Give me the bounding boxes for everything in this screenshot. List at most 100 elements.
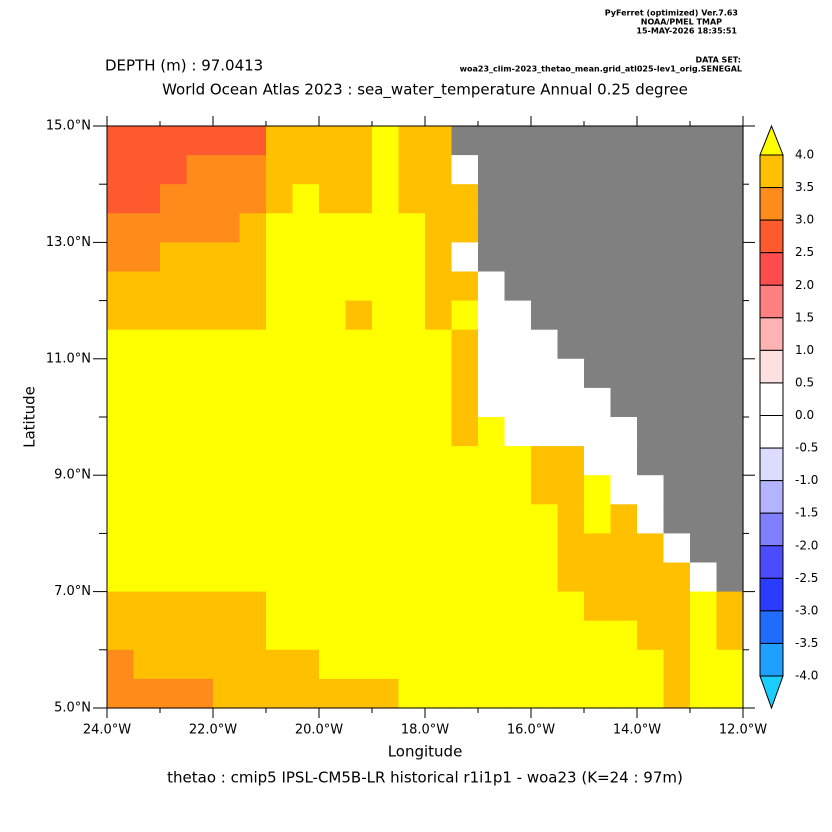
- cell: [319, 184, 347, 214]
- cell: [160, 504, 188, 534]
- cell: [186, 620, 214, 651]
- cell: [266, 533, 294, 564]
- cell: [425, 475, 453, 505]
- cell: [584, 504, 612, 534]
- cell: [186, 184, 214, 214]
- cell: [266, 562, 294, 593]
- land: [716, 300, 744, 331]
- cell: [292, 387, 320, 418]
- land: [531, 300, 559, 331]
- footer: thetao : cmip5 IPSL-CM5B-LR historical r…: [167, 769, 683, 787]
- cell: [584, 678, 612, 709]
- cell: [239, 678, 267, 709]
- cell: [292, 300, 320, 331]
- x-tick-label: 12.0°W: [719, 723, 767, 738]
- cell: [345, 184, 373, 214]
- cell: [504, 620, 532, 651]
- land: [557, 126, 585, 156]
- land: [716, 504, 744, 534]
- cell: [451, 678, 479, 709]
- cell: [239, 591, 267, 622]
- cell: [186, 358, 214, 389]
- cell: [160, 417, 188, 447]
- cell: [266, 300, 294, 331]
- cell: [372, 184, 400, 214]
- land: [478, 213, 506, 243]
- cell: [504, 446, 532, 476]
- land: [637, 155, 665, 185]
- cell: [133, 678, 161, 709]
- land: [690, 329, 718, 360]
- cell: [160, 591, 188, 622]
- cell: [266, 649, 294, 680]
- cell: [451, 300, 479, 331]
- cell: [160, 620, 188, 651]
- land: [531, 213, 559, 243]
- cell: [107, 126, 135, 156]
- colorbar-box: [759, 480, 784, 514]
- cell: [345, 242, 373, 273]
- cell: [292, 184, 320, 214]
- cell: [319, 271, 347, 302]
- land: [637, 271, 665, 302]
- cell: [425, 504, 453, 534]
- cell: [451, 562, 479, 593]
- colorbar-label: -4.0: [795, 669, 818, 683]
- land: [637, 300, 665, 331]
- land: [584, 184, 612, 214]
- land: [637, 417, 665, 447]
- colorbar-box: [759, 154, 784, 189]
- cell: [557, 358, 585, 389]
- cell: [266, 387, 294, 418]
- dataset: woa23_clim-2023_thetao_mean.grid_atl025-…: [460, 65, 742, 74]
- cell: [186, 329, 214, 360]
- cell: [478, 591, 506, 622]
- cell: [319, 358, 347, 389]
- land: [504, 213, 532, 243]
- colorbar-label: 2.0: [795, 278, 814, 292]
- land: [663, 271, 691, 302]
- cell: [372, 358, 400, 389]
- cell: [478, 271, 506, 302]
- cell: [133, 562, 161, 593]
- cell: [504, 387, 532, 418]
- land: [690, 387, 718, 418]
- cell: [239, 155, 267, 185]
- colorbar-label: 0.0: [795, 408, 814, 422]
- colorbar-box: [759, 545, 784, 579]
- land: [663, 242, 691, 273]
- land: [637, 184, 665, 214]
- cell: [398, 591, 426, 622]
- land: [531, 242, 559, 273]
- cell: [266, 475, 294, 505]
- cell: [186, 591, 214, 622]
- cell: [160, 649, 188, 680]
- cell: [345, 358, 373, 389]
- cell: [266, 417, 294, 447]
- cell: [504, 591, 532, 622]
- cell: [239, 126, 267, 156]
- land: [504, 126, 532, 156]
- x-tick-label: 14.0°W: [613, 723, 661, 738]
- land: [637, 126, 665, 156]
- cell: [425, 126, 453, 156]
- cell: [186, 678, 214, 709]
- cell: [478, 562, 506, 593]
- cell: [398, 300, 426, 331]
- land: [584, 329, 612, 360]
- cell: [716, 591, 744, 622]
- cell: [425, 300, 453, 331]
- cell: [610, 678, 638, 709]
- land: [610, 300, 638, 331]
- cell: [213, 417, 241, 447]
- cell: [425, 678, 453, 709]
- cell: [425, 446, 453, 476]
- y-axis-label: Latitude: [21, 386, 39, 448]
- cell: [345, 678, 373, 709]
- cell: [133, 300, 161, 331]
- cell: [107, 271, 135, 302]
- cell: [610, 417, 638, 447]
- cell: [478, 649, 506, 680]
- cell: [478, 446, 506, 476]
- cell: [107, 387, 135, 418]
